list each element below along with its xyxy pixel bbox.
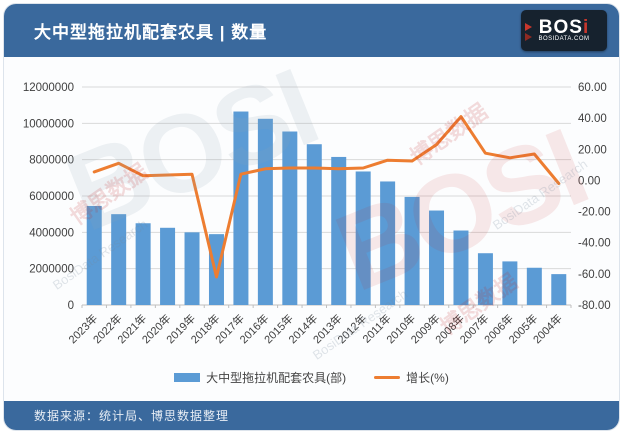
left-axis-tick-label: 2000000 [29,264,74,276]
logo-triangle-icon [525,33,532,41]
legend-item-bar[interactable]: 大中型拖拉机配套农具(部) [174,369,346,386]
chart-legend: 大中型拖拉机配套农具(部) 增长(%) [4,369,619,386]
chart-canvas: 12000000 10000000 8000000 6000000 4000000 200… [23,82,611,346]
logo-wordmark: BOSi [538,17,590,38]
header-bar: 大中型拖拉机配套农具 | 数量 BOSi BOSIDATA.COM [4,4,619,57]
left-axis-tick-label: 12000000 [23,82,74,94]
chart-area: BOSI BOSI 博思数据 博思数据 博思数据 BosiData Resear… [4,46,619,401]
bar-2008年[interactable] [453,230,469,305]
bar-2013年[interactable] [331,156,347,305]
left-axis-tick-label: 8000000 [29,155,74,167]
bar-2015年[interactable] [282,131,298,305]
page-title: 大中型拖拉机配套农具 | 数量 [34,23,268,42]
bosi-logo: BOSi BOSIDATA.COM [521,10,607,51]
right-axis-tick-label: -20.00 [578,207,611,219]
legend-bar-label: 大中型拖拉机配套农具(部) [206,371,347,385]
data-source-text: 数据来源：统计局、博思数据整理 [34,409,230,423]
bar-2005年[interactable] [526,267,542,305]
left-axis-tick-label: 6000000 [29,191,74,203]
bar-2007年[interactable] [477,253,493,305]
right-axis-tick-label: 40.00 [578,113,607,125]
bar-2021年[interactable] [135,223,151,305]
legend-line-swatch-icon [374,376,401,379]
legend-bar-swatch-icon [174,373,201,382]
bar-2022年[interactable] [111,214,127,305]
right-axis-tick-label: -40.00 [578,238,611,250]
report-card: 大中型拖拉机配套农具 | 数量 BOSi BOSIDATA.COM BOSI B… [4,4,619,430]
bar-2019年[interactable] [184,232,200,305]
bar-2009年[interactable] [429,210,445,305]
bar-2011年[interactable] [380,181,396,305]
bar-2006年[interactable] [502,261,518,305]
logo-domain: BOSIDATA.COM [538,36,590,42]
right-axis-tick-label: 20.00 [578,144,607,156]
right-axis-tick-label: -80.00 [578,300,611,312]
right-axis-tick-label: 0.00 [578,175,600,187]
bar-2023年[interactable] [86,205,102,305]
bar-2020年[interactable] [160,227,176,305]
bar-2004年[interactable] [551,274,567,305]
left-axis-tick-label: 10000000 [23,118,74,130]
bar-2016年[interactable] [257,118,273,305]
left-axis-tick-label: 4000000 [29,227,74,239]
bar-2010年[interactable] [404,196,420,305]
right-axis-tick-label: -60.00 [578,269,611,281]
growth-line[interactable] [92,115,561,279]
logo-triangle-icon [525,23,532,31]
right-axis-tick-label: 60.00 [578,82,607,94]
bar-2017年[interactable] [233,111,249,306]
bar-2014年[interactable] [306,144,322,305]
left-axis-tick-label: 0 [68,300,74,312]
footer-bar: 数据来源：统计局、博思数据整理 [4,401,619,430]
bar-2012年[interactable] [355,171,371,305]
legend-line-label: 增长(%) [406,371,449,385]
legend-item-line[interactable]: 增长(%) [374,369,449,386]
bar-2018年[interactable] [208,234,224,305]
